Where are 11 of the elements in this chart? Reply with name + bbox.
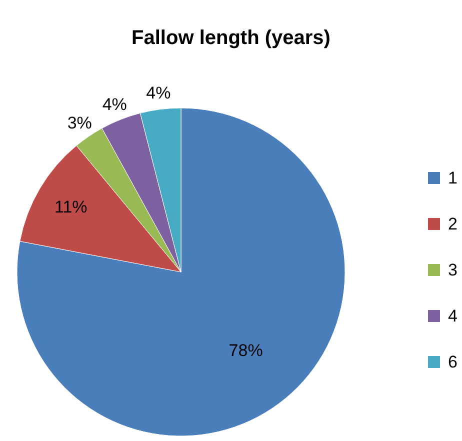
legend-label: 1 <box>448 168 458 188</box>
data-label: 11% <box>54 197 88 216</box>
data-label: 4% <box>102 94 127 114</box>
chart-title: Fallow length (years) <box>132 27 330 49</box>
data-label: 78% <box>228 340 263 360</box>
legend-label: 4 <box>448 306 458 326</box>
legend-label: 3 <box>448 260 458 280</box>
legend-label: 6 <box>448 352 458 372</box>
legend-label: 2 <box>448 214 458 234</box>
data-label: 3% <box>67 113 92 132</box>
data-label: 4% <box>146 84 171 103</box>
